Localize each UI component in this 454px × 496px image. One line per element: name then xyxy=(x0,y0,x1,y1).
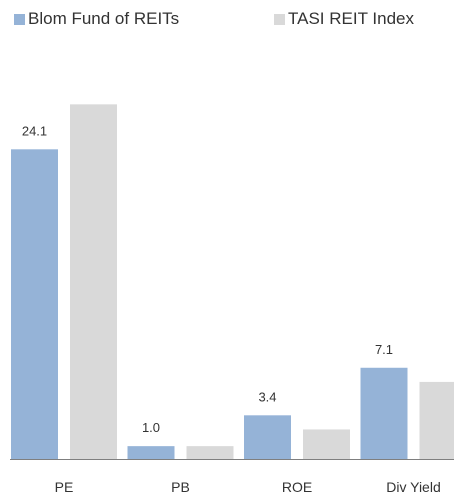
legend-swatch-tasi-reit xyxy=(274,13,285,25)
x-tick-label-div-yield: Div Yield xyxy=(386,479,440,495)
legend-label-blom-fund: Blom Fund of REITs xyxy=(28,9,180,28)
bar-blom-fund-of-reits-roe xyxy=(244,415,291,459)
data-label-blom-fund-of-reits-roe: 3.4 xyxy=(258,389,276,404)
bar-tasi-reit-index-div-yield xyxy=(419,381,454,459)
data-label-blom-fund-of-reits-pb: 1.0 xyxy=(142,420,160,435)
legend-swatch-blom-fund xyxy=(14,13,25,25)
chart-legend: Blom Fund of REITs TASI REIT Index xyxy=(0,6,454,32)
legend-label-tasi-reit: TASI REIT Index xyxy=(288,9,414,28)
data-label-blom-fund-of-reits-div-yield: 7.1 xyxy=(375,342,393,357)
legend-item-tasi-reit: TASI REIT Index xyxy=(274,6,414,32)
bar-tasi-reit-index-pb xyxy=(186,446,234,459)
x-tick-label-pe: PE xyxy=(55,479,74,495)
data-label-blom-fund-of-reits-pe: 24.1 xyxy=(22,123,47,138)
x-tick-label-roe: ROE xyxy=(282,479,312,495)
legend-item-blom-fund: Blom Fund of REITs xyxy=(14,6,179,32)
bar-blom-fund-of-reits-pe xyxy=(11,149,58,459)
bar-blom-fund-of-reits-div-yield xyxy=(360,367,408,459)
bar-blom-fund-of-reits-pb xyxy=(127,446,175,459)
bar-tasi-reit-index-roe xyxy=(303,429,350,459)
x-tick-label-pb: PB xyxy=(171,479,190,495)
bar-tasi-reit-index-pe xyxy=(70,104,117,459)
